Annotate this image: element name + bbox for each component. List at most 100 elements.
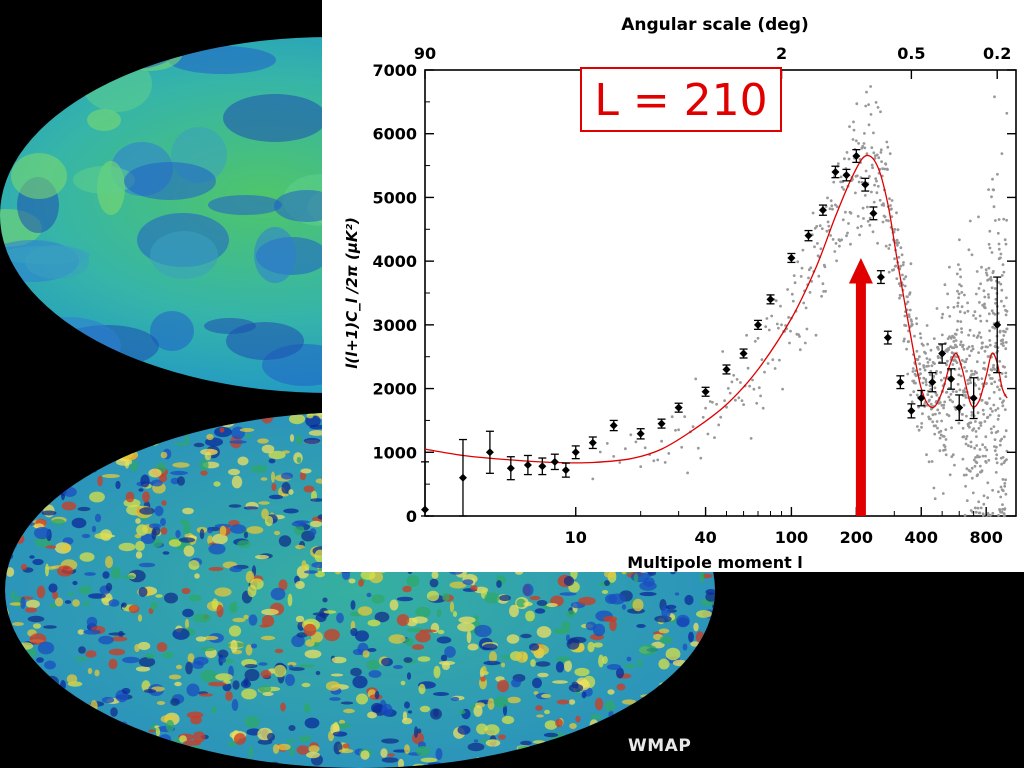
scatter-point: [956, 319, 960, 323]
scatter-point: [706, 432, 710, 436]
scatter-point: [970, 253, 974, 257]
wmap-blob: [658, 658, 670, 670]
wmap-blob: [5, 453, 16, 463]
scatter-point: [964, 473, 968, 477]
wmap-blob: [41, 510, 57, 516]
wmap-blob: [73, 453, 87, 461]
scatter-point: [1002, 344, 1005, 347]
scatter-point: [835, 259, 838, 263]
scatter-point: [895, 238, 899, 242]
wmap-blob: [581, 691, 587, 699]
scatter-point: [993, 326, 997, 330]
wmap-blob: [135, 518, 141, 524]
scatter-point: [946, 359, 949, 363]
wmap-blob: [415, 631, 431, 643]
scatter-point: [831, 238, 835, 241]
scatter-point: [959, 320, 963, 323]
wmap-blob: [578, 596, 596, 606]
wmap-blob: [608, 593, 626, 605]
scatter-point: [770, 314, 774, 318]
scatter-point: [943, 400, 947, 404]
cobe-blob: [150, 311, 194, 351]
scatter-point: [857, 142, 860, 145]
wmap-blob: [108, 658, 118, 670]
scatter-point: [979, 282, 982, 286]
point-marker: [636, 429, 645, 438]
wmap-blob: [69, 723, 75, 729]
scatter-point: [974, 510, 978, 514]
scatter-point: [896, 243, 899, 247]
scatter-point: [982, 289, 986, 293]
data-point: [947, 368, 956, 390]
scatter-point: [956, 301, 960, 305]
scatter-point: [957, 367, 961, 371]
scatter-point: [788, 341, 791, 345]
data-point: [754, 319, 763, 330]
wmap-blob: [155, 594, 163, 598]
cobe-blob: [150, 231, 218, 279]
point-marker: [739, 349, 748, 358]
scatter-point: [1001, 456, 1005, 459]
wmap-blob: [18, 642, 34, 650]
scatter-point: [974, 383, 978, 387]
wmap-blob: [32, 744, 46, 756]
scatter-point: [975, 444, 979, 447]
wmap-blob: [559, 592, 577, 596]
wmap-blob: [123, 434, 131, 440]
wmap-blob: [5, 478, 18, 488]
wmap-blob: [199, 528, 205, 540]
scatter-point: [680, 445, 684, 449]
wmap-blob: [389, 599, 399, 611]
wmap-blob: [604, 570, 616, 578]
wmap-blob: [593, 642, 603, 648]
scatter-point: [605, 442, 609, 445]
point-marker: [674, 403, 683, 412]
wmap-blob: [293, 524, 305, 536]
scatter-point: [931, 413, 935, 417]
scatter-point: [936, 356, 940, 359]
scatter-point: [986, 415, 990, 419]
wmap-blob: [338, 719, 346, 725]
scatter-point: [964, 360, 968, 364]
scatter-point: [877, 156, 881, 160]
wmap-blob: [367, 711, 377, 719]
wmap-blob: [203, 635, 219, 641]
scatter-point: [1004, 492, 1008, 496]
scatter-point: [800, 266, 804, 270]
scatter-point: [906, 300, 910, 304]
scatter-point: [966, 309, 970, 313]
wmap-blob: [501, 715, 515, 725]
wmap-blob: [50, 444, 66, 448]
scatter-point: [1002, 217, 1006, 221]
scatter-point: [892, 268, 896, 272]
scatter-point: [876, 184, 880, 188]
wmap-blob: [12, 745, 26, 753]
scatter-point: [979, 424, 983, 427]
scatter-point: [935, 393, 939, 397]
scatter-point: [915, 349, 919, 353]
data-point: [739, 348, 748, 359]
wmap-blob: [138, 749, 152, 755]
scatter-point: [960, 359, 964, 362]
wmap-blob: [467, 742, 485, 752]
wmap-blob: [83, 725, 101, 735]
wmap-blob: [690, 641, 700, 647]
wmap-blob: [139, 507, 155, 515]
wmap-blob: [400, 680, 406, 686]
scatter-point: [977, 387, 981, 391]
wmap-blob: [200, 669, 218, 683]
wmap-blob: [49, 603, 57, 609]
data-point: [993, 276, 1002, 374]
wmap-blob: [178, 537, 196, 543]
scatter-point: [871, 166, 874, 170]
data-point: [804, 229, 813, 242]
scatter-point: [778, 358, 781, 362]
scatter-point: [936, 426, 939, 430]
cobe-blob: [82, 56, 152, 112]
wmap-caption: WMAP: [628, 736, 692, 756]
scatter-point: [994, 301, 997, 305]
wmap-blob: [229, 565, 243, 573]
wmap-blob: [27, 648, 37, 658]
wmap-blob: [544, 720, 558, 730]
scatter-point: [997, 414, 1001, 417]
